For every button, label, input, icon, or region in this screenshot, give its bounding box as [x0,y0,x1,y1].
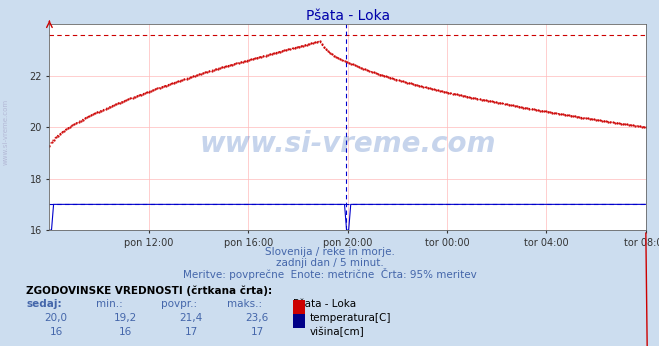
Text: 20,0: 20,0 [45,313,67,323]
Text: 21,4: 21,4 [179,313,203,323]
Text: min.:: min.: [96,299,123,309]
Text: sedaj:: sedaj: [26,299,62,309]
Text: zadnji dan / 5 minut.: zadnji dan / 5 minut. [275,258,384,268]
Text: temperatura[C]: temperatura[C] [310,313,391,323]
Text: Meritve: povprečne  Enote: metrične  Črta: 95% meritev: Meritve: povprečne Enote: metrične Črta:… [183,268,476,280]
Text: 17: 17 [185,327,198,337]
Text: ZGODOVINSKE VREDNOSTI (črtkana črta):: ZGODOVINSKE VREDNOSTI (črtkana črta): [26,285,272,296]
Text: Pšata - Loka: Pšata - Loka [293,299,357,309]
Text: 16: 16 [119,327,132,337]
Text: maks.:: maks.: [227,299,262,309]
Text: Slovenija / reke in morje.: Slovenija / reke in morje. [264,247,395,257]
Text: povpr.:: povpr.: [161,299,198,309]
Text: 23,6: 23,6 [245,313,269,323]
Text: 16: 16 [49,327,63,337]
Title: Pšata - Loka: Pšata - Loka [306,9,389,23]
Text: www.si-vreme.com: www.si-vreme.com [200,130,496,158]
Text: 19,2: 19,2 [113,313,137,323]
Text: 17: 17 [250,327,264,337]
Text: višina[cm]: višina[cm] [310,327,364,337]
Text: www.si-vreme.com: www.si-vreme.com [2,98,9,165]
